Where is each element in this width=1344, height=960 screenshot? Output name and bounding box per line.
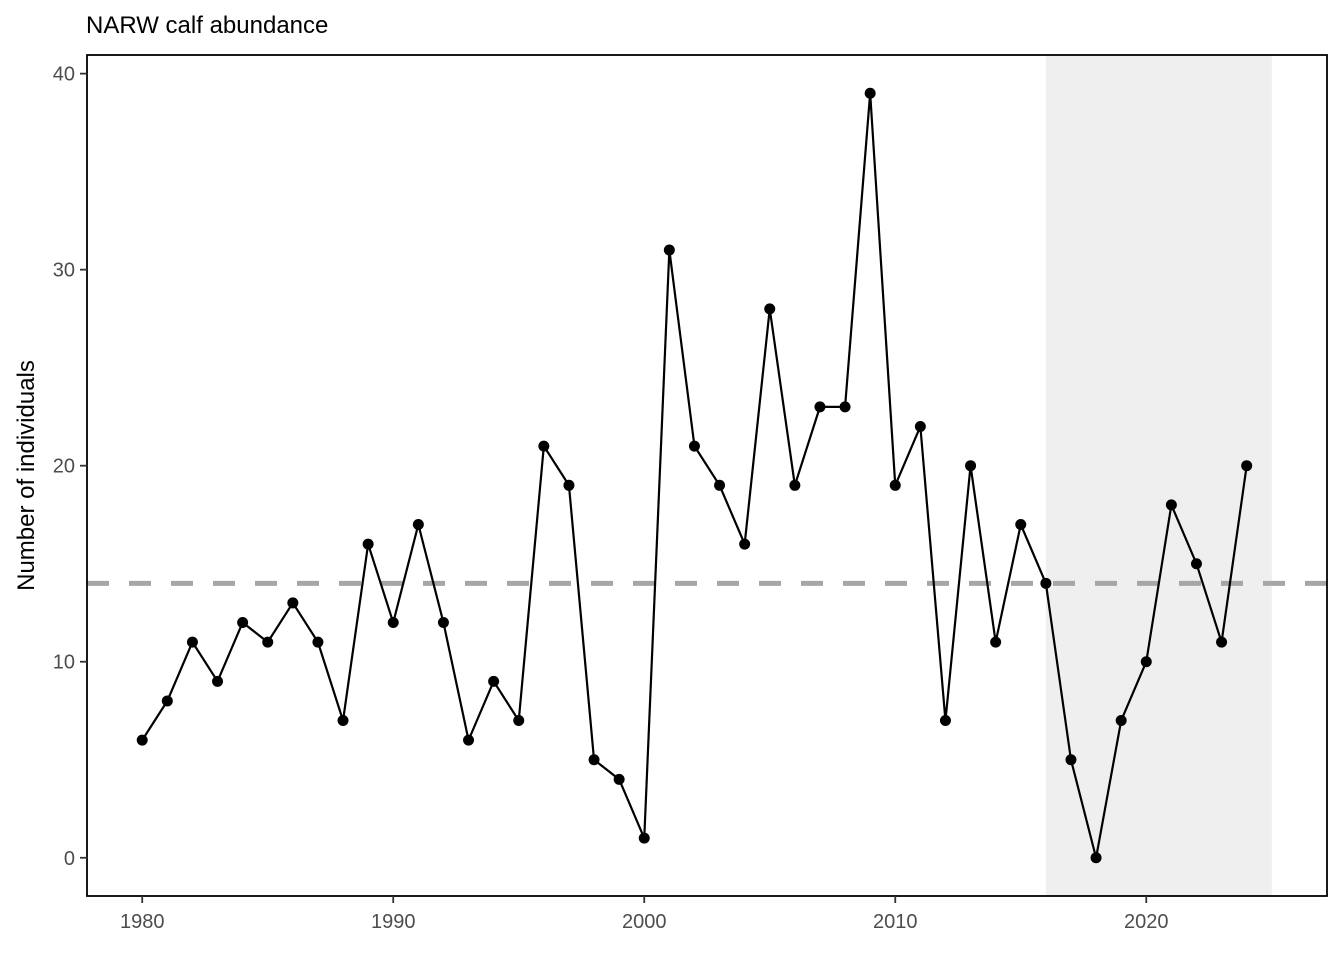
data-point (488, 675, 500, 687)
y-tick-label: 30 (53, 260, 75, 282)
y-tick-label: 10 (53, 652, 75, 674)
data-point (814, 401, 826, 413)
data-points (136, 87, 1253, 864)
data-point (638, 832, 650, 844)
data-point (186, 636, 198, 648)
data-point (161, 695, 173, 707)
data-point (1216, 636, 1228, 648)
data-point (714, 479, 726, 491)
data-point (1115, 715, 1127, 727)
x-tick-label: 1990 (371, 911, 416, 933)
data-point (990, 636, 1002, 648)
data-point (362, 538, 374, 550)
data-point (1090, 852, 1102, 864)
y-tick-label: 20 (53, 456, 75, 478)
data-point (437, 617, 449, 629)
data-point (136, 734, 148, 746)
data-point (663, 244, 675, 256)
x-tick-label: 2000 (622, 911, 667, 933)
x-tick-label: 2020 (1124, 911, 1169, 933)
data-point (889, 479, 901, 491)
data-point (287, 597, 299, 609)
data-point (764, 303, 776, 315)
y-axis: 0 10 20 30 40 (53, 64, 87, 870)
data-point (789, 479, 801, 491)
data-point (939, 715, 951, 727)
x-tick-label: 1980 (120, 911, 165, 933)
data-point (463, 734, 475, 746)
y-tick-label: 40 (53, 64, 75, 86)
data-point (1040, 577, 1052, 589)
data-point (1241, 460, 1253, 472)
x-axis: 1980 1990 2000 2010 2020 (120, 896, 1169, 933)
data-point (387, 617, 399, 629)
data-point (1190, 558, 1202, 570)
data-point (513, 715, 525, 727)
data-point (1015, 519, 1027, 531)
data-point (688, 440, 700, 452)
data-point (262, 636, 274, 648)
data-point (1165, 499, 1177, 511)
data-point (212, 675, 224, 687)
shaded-region (1045, 55, 1272, 896)
data-point (312, 636, 324, 648)
data-point (538, 440, 550, 452)
data-point (613, 773, 625, 785)
data-point (839, 401, 851, 413)
y-axis-title: Number of individuals (13, 360, 40, 591)
plot-panel-border (86, 54, 1328, 897)
y-tick-label: 0 (64, 848, 75, 870)
data-point (412, 519, 424, 531)
data-point (588, 754, 600, 766)
data-point (965, 460, 977, 472)
data-point (1065, 754, 1077, 766)
data-point (864, 87, 876, 99)
data-point (1140, 656, 1152, 668)
data-point (563, 479, 575, 491)
data-point (739, 538, 751, 550)
x-tick-label: 2010 (873, 911, 918, 933)
data-point (914, 420, 926, 432)
chart-title: NARW calf abundance (86, 12, 328, 39)
data-point (337, 715, 349, 727)
data-point (237, 617, 249, 629)
